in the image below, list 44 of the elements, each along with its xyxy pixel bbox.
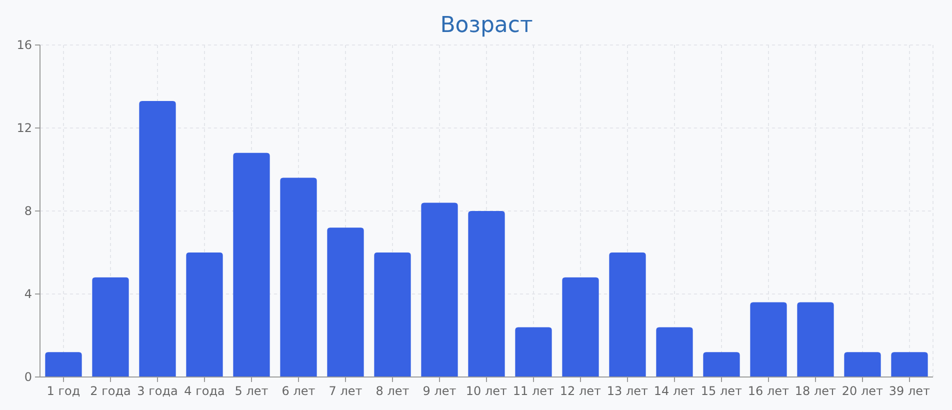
- x-tick-label: 20 лет: [842, 384, 884, 398]
- bar: [468, 211, 505, 377]
- bar: [750, 302, 787, 377]
- bar: [891, 352, 928, 377]
- bar: [327, 228, 364, 377]
- bar: [844, 352, 881, 377]
- bar: [374, 252, 411, 377]
- x-tick-label: 3 года: [137, 384, 178, 398]
- x-tick-label: 18 лет: [794, 384, 836, 398]
- y-tick-label: 16: [16, 38, 32, 52]
- y-tick-label: 8: [24, 204, 32, 218]
- x-tick-label: 16 лет: [748, 384, 790, 398]
- x-tick-label: 8 лет: [376, 384, 410, 398]
- bar: [515, 327, 552, 377]
- x-tick-label: 2 года: [90, 384, 131, 398]
- bar: [186, 252, 223, 377]
- bar: [609, 252, 646, 377]
- x-tick-label: 6 лет: [282, 384, 316, 398]
- bar: [562, 277, 599, 377]
- x-tick-label: 12 лет: [560, 384, 602, 398]
- y-tick-label: 0: [24, 370, 32, 384]
- bar: [280, 178, 317, 377]
- x-tick-label: 14 лет: [654, 384, 696, 398]
- bar: [797, 302, 834, 377]
- x-tick-label: 11 лет: [512, 384, 554, 398]
- x-tick-label: 10 лет: [466, 384, 508, 398]
- x-tick-label: 9 лет: [422, 384, 456, 398]
- bar: [656, 327, 693, 377]
- x-tick-label: 15 лет: [700, 384, 742, 398]
- x-tick-label: 5 лет: [234, 384, 268, 398]
- chart-title: Возраст: [440, 13, 533, 38]
- x-tick-label: 13 лет: [606, 384, 648, 398]
- x-tick-label: 7 лет: [328, 384, 362, 398]
- x-tick-label: 1 год: [46, 384, 80, 398]
- bar: [233, 152, 270, 377]
- x-tick-label: 39 лет: [888, 384, 930, 398]
- bar: [421, 202, 458, 377]
- bar: [92, 277, 129, 377]
- bar: [139, 101, 176, 377]
- x-tick-label: 4 года: [184, 384, 225, 398]
- bar: [45, 352, 82, 377]
- y-tick-label: 12: [16, 121, 32, 136]
- bar: [703, 352, 740, 377]
- y-tick-label: 4: [24, 287, 32, 302]
